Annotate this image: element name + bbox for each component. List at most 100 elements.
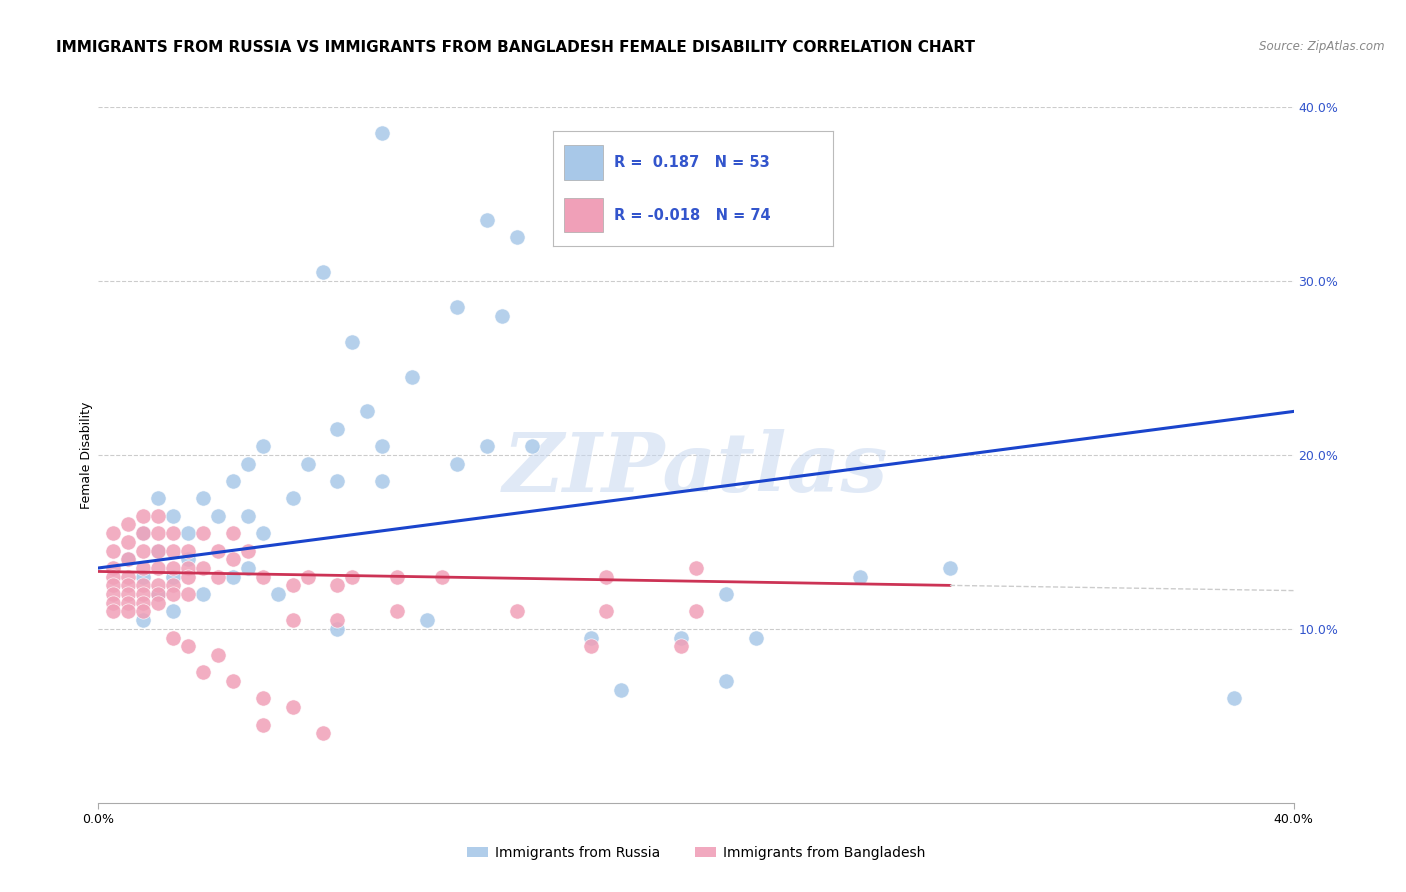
Point — [207, 508, 229, 523]
Point — [222, 552, 245, 566]
Point — [326, 474, 349, 488]
Point — [177, 561, 200, 575]
Point — [117, 517, 139, 532]
Point — [132, 561, 155, 575]
Point — [416, 613, 439, 627]
Point — [281, 578, 304, 592]
Text: Source: ZipAtlas.com: Source: ZipAtlas.com — [1260, 40, 1385, 54]
Point — [849, 570, 872, 584]
Point — [371, 474, 394, 488]
Point — [132, 605, 155, 619]
Point — [162, 578, 184, 592]
Point — [669, 639, 692, 653]
Point — [148, 596, 170, 610]
Text: IMMIGRANTS FROM RUSSIA VS IMMIGRANTS FROM BANGLADESH FEMALE DISABILITY CORRELATI: IMMIGRANTS FROM RUSSIA VS IMMIGRANTS FRO… — [56, 40, 976, 55]
Point — [117, 578, 139, 592]
Point — [252, 439, 274, 453]
Point — [326, 613, 349, 627]
Point — [491, 309, 513, 323]
Point — [132, 613, 155, 627]
Point — [281, 613, 304, 627]
Point — [117, 596, 139, 610]
Point — [222, 570, 245, 584]
Point — [162, 526, 184, 541]
Point — [191, 491, 214, 506]
Point — [281, 700, 304, 714]
Point — [236, 508, 259, 523]
Point — [475, 439, 498, 453]
Point — [207, 570, 229, 584]
Point — [506, 230, 529, 244]
Point — [685, 605, 707, 619]
Point — [162, 508, 184, 523]
Point — [222, 674, 245, 689]
Point — [117, 534, 139, 549]
Point — [595, 570, 617, 584]
Point — [685, 561, 707, 575]
Point — [267, 587, 290, 601]
Point — [162, 605, 184, 619]
Point — [297, 570, 319, 584]
Point — [162, 561, 184, 575]
Point — [148, 491, 170, 506]
Point — [148, 543, 170, 558]
Point — [177, 570, 200, 584]
Legend: Immigrants from Russia, Immigrants from Bangladesh: Immigrants from Russia, Immigrants from … — [461, 840, 931, 865]
Point — [103, 561, 125, 575]
Point — [252, 691, 274, 706]
Point — [132, 570, 155, 584]
Point — [714, 587, 737, 601]
Y-axis label: Female Disability: Female Disability — [80, 401, 93, 508]
Point — [356, 404, 378, 418]
Point — [430, 570, 453, 584]
Point — [103, 570, 125, 584]
Point — [148, 561, 170, 575]
Point — [236, 561, 259, 575]
Point — [117, 605, 139, 619]
Point — [326, 622, 349, 636]
Point — [132, 587, 155, 601]
Text: ZIPatlas: ZIPatlas — [503, 429, 889, 508]
Point — [401, 369, 423, 384]
Point — [520, 439, 543, 453]
Point — [669, 631, 692, 645]
Point — [236, 457, 259, 471]
Point — [103, 587, 125, 601]
Point — [132, 578, 155, 592]
Point — [252, 570, 274, 584]
Point — [148, 587, 170, 601]
Point — [132, 596, 155, 610]
Point — [207, 543, 229, 558]
Point — [446, 457, 468, 471]
Point — [132, 543, 155, 558]
Point — [311, 265, 333, 279]
Point — [162, 631, 184, 645]
Point — [595, 605, 617, 619]
Point — [610, 682, 633, 697]
Point — [191, 561, 214, 575]
Point — [385, 570, 409, 584]
Point — [177, 543, 200, 558]
Point — [103, 543, 125, 558]
Point — [177, 552, 200, 566]
Point — [117, 552, 139, 566]
Point — [162, 587, 184, 601]
Point — [371, 126, 394, 140]
Point — [148, 508, 170, 523]
Point — [506, 605, 529, 619]
Point — [103, 526, 125, 541]
Point — [177, 587, 200, 601]
Point — [236, 543, 259, 558]
Point — [342, 334, 364, 349]
Point — [103, 605, 125, 619]
Point — [371, 439, 394, 453]
Point — [132, 526, 155, 541]
Point — [446, 300, 468, 314]
Point — [117, 587, 139, 601]
Point — [117, 570, 139, 584]
Point — [222, 526, 245, 541]
Point — [326, 422, 349, 436]
Point — [191, 587, 214, 601]
Point — [132, 526, 155, 541]
Point — [475, 213, 498, 227]
